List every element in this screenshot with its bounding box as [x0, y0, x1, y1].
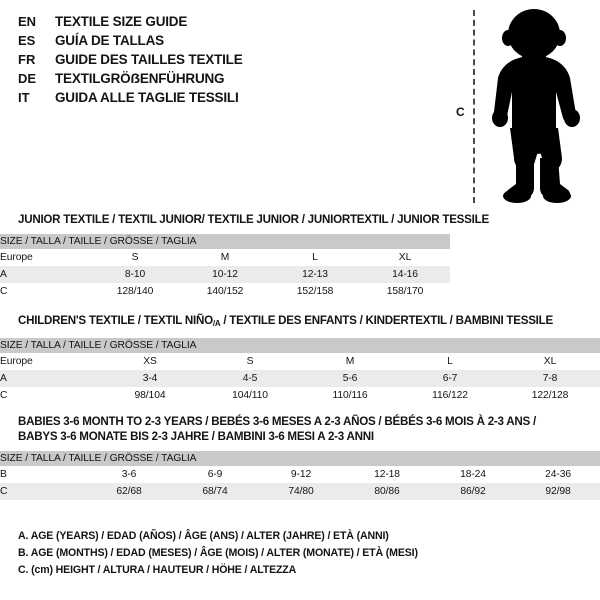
- language-row: EN TEXTILE SIZE GUIDE: [18, 12, 348, 31]
- language-title: GUIDE DES TAILLES TEXTILE: [55, 52, 243, 67]
- section-title-line1: BABIES 3-6 MONTH TO 2-3 YEARS / BEBÉS 3-…: [18, 415, 536, 428]
- size-header-label: SIZE / TALLA / TAILLE / GRÖSSE / TAGLIA: [0, 234, 450, 249]
- row-value: 14-16: [360, 266, 450, 283]
- row-label: A: [0, 266, 90, 283]
- row-value: 6-7: [400, 370, 500, 387]
- row-value: 6-9: [172, 466, 258, 483]
- section-title-rest: / TEXTILE DES ENFANTS / KINDERTEXTIL / B…: [220, 314, 553, 327]
- table-row: C 98/104 104/110 110/116 116/122 122/128: [0, 387, 600, 404]
- section-title-line2: BABYS 3-6 MONATE BIS 2-3 JAHRE / BAMBINI…: [18, 430, 374, 443]
- row-value: 92/98: [516, 483, 600, 500]
- row-value: 5-6: [300, 370, 400, 387]
- row-value: 3-6: [86, 466, 172, 483]
- table-row: A 8-10 10-12 12-13 14-16: [0, 266, 450, 283]
- row-label: A: [0, 370, 100, 387]
- table-row: B 3-6 6-9 9-12 12-18 18-24 24-36: [0, 466, 600, 483]
- row-value: 4-5: [200, 370, 300, 387]
- row-value: 8-10: [90, 266, 180, 283]
- toddler-silhouette-icon: [492, 9, 580, 203]
- row-value: 152/158: [270, 283, 360, 300]
- row-value: 12-18: [344, 466, 430, 483]
- row-label: Europe: [0, 249, 90, 266]
- section-title: JUNIOR TEXTILE / TEXTIL JUNIOR/ TEXTILE …: [18, 213, 489, 226]
- row-label: C: [0, 483, 86, 500]
- height-axis-label: C: [456, 105, 465, 119]
- row-value: L: [270, 249, 360, 266]
- row-label: C: [0, 387, 100, 404]
- row-value: XL: [500, 353, 600, 370]
- language-code: EN: [18, 14, 37, 29]
- height-measurement-figure: C: [440, 0, 600, 215]
- section-title-main: CHILDREN'S TEXTILE / TEXTIL NIÑO: [18, 314, 213, 327]
- row-value: M: [300, 353, 400, 370]
- row-label: B: [0, 466, 86, 483]
- row-label: C: [0, 283, 90, 300]
- row-value: 116/122: [400, 387, 500, 404]
- row-value: XS: [100, 353, 200, 370]
- row-value: 10-12: [180, 266, 270, 283]
- row-value: 74/80: [258, 483, 344, 500]
- language-code: ES: [18, 33, 36, 48]
- table-header-row: SIZE / TALLA / TAILLE / GRÖSSE / TAGLIA: [0, 234, 450, 249]
- row-value: 12-13: [270, 266, 360, 283]
- row-value: 68/74: [172, 483, 258, 500]
- junior-size-table: SIZE / TALLA / TAILLE / GRÖSSE / TAGLIA …: [0, 234, 450, 300]
- section-childrens-textile: CHILDREN'S TEXTILE / TEXTIL NIÑO/A / TEX…: [0, 313, 600, 404]
- children-size-table: SIZE / TALLA / TAILLE / GRÖSSE / TAGLIA …: [0, 338, 600, 404]
- table-row: C 128/140 140/152 152/158 158/170: [0, 283, 450, 300]
- row-value: 18-24: [430, 466, 516, 483]
- row-value: M: [180, 249, 270, 266]
- language-title: GUIDA ALLE TAGLIE TESSILI: [55, 90, 239, 105]
- row-value: 140/152: [180, 283, 270, 300]
- measurement-legend: A. AGE (YEARS) / EDAD (AÑOS) / ÂGE (ANS)…: [18, 528, 418, 579]
- table-header-row: SIZE / TALLA / TAILLE / GRÖSSE / TAGLIA: [0, 451, 600, 466]
- row-value: S: [90, 249, 180, 266]
- row-value: 80/86: [344, 483, 430, 500]
- babies-size-table: SIZE / TALLA / TAILLE / GRÖSSE / TAGLIA …: [0, 451, 600, 500]
- section-junior-textile: JUNIOR TEXTILE / TEXTIL JUNIOR/ TEXTILE …: [0, 212, 489, 300]
- language-title: GUÍA DE TALLAS: [55, 33, 164, 48]
- row-value: 128/140: [90, 283, 180, 300]
- row-value: 62/68: [86, 483, 172, 500]
- language-title: TEXTILGRÖẞENFÜHRUNG: [55, 71, 225, 86]
- row-label: Europe: [0, 353, 100, 370]
- row-value: 158/170: [360, 283, 450, 300]
- table-row: A 3-4 4-5 5-6 6-7 7-8: [0, 370, 600, 387]
- row-value: 98/104: [100, 387, 200, 404]
- row-value: 7-8: [500, 370, 600, 387]
- language-row: DE TEXTILGRÖẞENFÜHRUNG: [18, 69, 348, 88]
- legend-line-c: C. (cm) HEIGHT / ALTURA / HAUTEUR / HÖHE…: [18, 564, 297, 576]
- section-babies-textile: BABIES 3-6 MONTH TO 2-3 YEARS / BEBÉS 3-…: [0, 414, 600, 500]
- row-value: 86/92: [430, 483, 516, 500]
- row-value: 122/128: [500, 387, 600, 404]
- size-header-label: SIZE / TALLA / TAILLE / GRÖSSE / TAGLIA: [0, 338, 600, 353]
- section-title: CHILDREN'S TEXTILE / TEXTIL NIÑO/A / TEX…: [0, 313, 600, 331]
- row-value: 104/110: [200, 387, 300, 404]
- table-header-row: SIZE / TALLA / TAILLE / GRÖSSE / TAGLIA: [0, 338, 600, 353]
- legend-line-b: B. AGE (MONTHS) / EDAD (MESES) / ÂGE (MO…: [18, 547, 418, 559]
- size-header-label: SIZE / TALLA / TAILLE / GRÖSSE / TAGLIA: [0, 451, 600, 466]
- row-value: 9-12: [258, 466, 344, 483]
- row-value: L: [400, 353, 500, 370]
- table-row: Europe S M L XL: [0, 249, 450, 266]
- legend-line-a: A. AGE (YEARS) / EDAD (AÑOS) / ÂGE (ANS)…: [18, 530, 389, 542]
- height-dashed-line: [473, 10, 475, 203]
- language-row: ES GUÍA DE TALLAS: [18, 31, 348, 50]
- section-title-sub: /A: [212, 319, 221, 328]
- language-code: IT: [18, 90, 30, 105]
- language-code: FR: [18, 52, 36, 67]
- row-value: XL: [360, 249, 450, 266]
- language-code: DE: [18, 71, 37, 86]
- row-value: 110/116: [300, 387, 400, 404]
- language-title-block: EN TEXTILE SIZE GUIDE ES GUÍA DE TALLAS …: [18, 12, 348, 107]
- table-row: C 62/68 68/74 74/80 80/86 86/92 92/98: [0, 483, 600, 500]
- row-value: 24-36: [516, 466, 600, 483]
- language-row: IT GUIDA ALLE TAGLIE TESSILI: [18, 88, 348, 107]
- language-title: TEXTILE SIZE GUIDE: [55, 14, 188, 29]
- row-value: S: [200, 353, 300, 370]
- table-row: Europe XS S M L XL: [0, 353, 600, 370]
- language-row: FR GUIDE DES TAILLES TEXTILE: [18, 50, 348, 69]
- row-value: 3-4: [100, 370, 200, 387]
